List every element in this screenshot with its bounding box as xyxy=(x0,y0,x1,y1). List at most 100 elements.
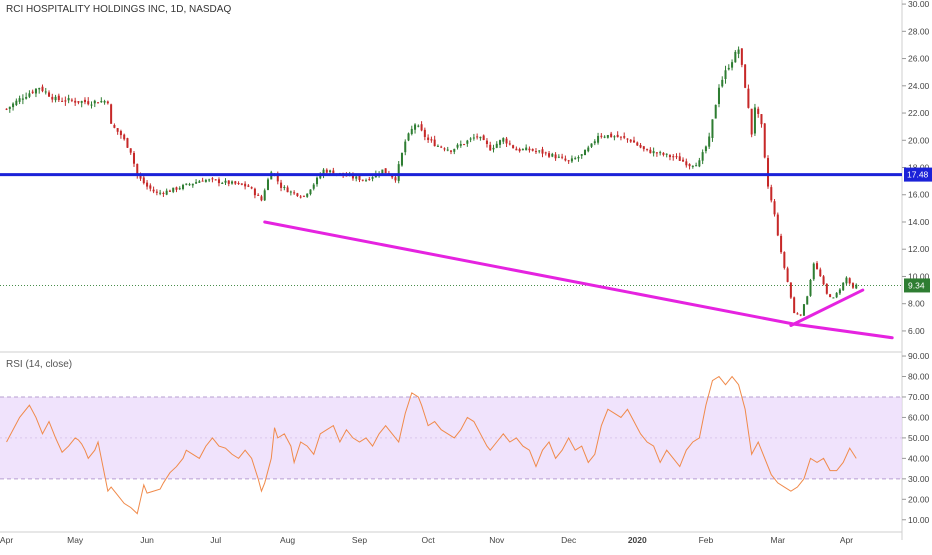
candle-body xyxy=(809,279,812,296)
x-tick-label: Dec xyxy=(561,535,577,545)
candle-body xyxy=(459,144,462,146)
candle-body xyxy=(54,96,57,101)
candle-body xyxy=(554,154,557,159)
candle-body xyxy=(244,183,247,187)
candle-body xyxy=(296,193,299,196)
candle-body xyxy=(812,263,815,280)
candle-body xyxy=(626,138,629,140)
candle-body xyxy=(365,180,368,182)
candle-body xyxy=(489,144,492,151)
candle-body xyxy=(816,263,819,270)
candle-body xyxy=(525,147,528,151)
candle-body xyxy=(204,179,207,182)
candle-body xyxy=(832,297,835,299)
candle-body xyxy=(407,133,410,141)
x-tick-label: Jul xyxy=(210,535,221,545)
candle-body xyxy=(793,297,796,314)
price-tick-label: 28.00 xyxy=(908,26,930,36)
candle-body xyxy=(682,159,685,162)
candle-body xyxy=(711,119,714,138)
candle-body xyxy=(534,151,537,153)
x-tick-label: Apr xyxy=(0,535,13,545)
candle-body xyxy=(18,98,21,102)
price-tick-label: 12.00 xyxy=(908,244,930,254)
candle-body xyxy=(397,164,400,181)
price-tick-label: 16.00 xyxy=(908,190,930,200)
candle-body xyxy=(332,170,335,174)
candle-body xyxy=(600,135,603,137)
candle-body xyxy=(384,168,387,174)
candle-body xyxy=(499,140,502,145)
candle-body xyxy=(659,152,662,154)
candle-body xyxy=(642,146,645,150)
candle-body xyxy=(404,141,407,153)
candle-body xyxy=(83,99,86,103)
candle-body xyxy=(776,214,779,236)
candle-body xyxy=(175,187,178,190)
candle-body xyxy=(835,292,838,298)
candle-body xyxy=(149,185,152,189)
candle-body xyxy=(597,135,600,143)
candle-body xyxy=(842,282,845,291)
x-tick-label: 2020 xyxy=(628,535,647,545)
candle-body xyxy=(266,179,269,190)
candle-body xyxy=(678,156,681,161)
candle-body xyxy=(325,169,328,173)
candle-body xyxy=(580,154,583,156)
candle-body xyxy=(286,187,289,193)
x-tick-label: Oct xyxy=(422,535,436,545)
candle-body xyxy=(606,135,609,138)
candle-body xyxy=(211,178,214,180)
candle-body xyxy=(198,181,201,183)
candle-body xyxy=(61,100,64,102)
candle-body xyxy=(142,177,145,184)
candle-body xyxy=(260,196,263,201)
candle-body xyxy=(34,88,37,94)
candle-body xyxy=(819,269,822,277)
candle-body xyxy=(548,153,551,157)
candle-body xyxy=(106,101,109,104)
candle-body xyxy=(613,136,616,138)
x-tick-label: Apr xyxy=(840,535,853,545)
candle-body xyxy=(185,183,188,185)
rsi-tick-label: 50.00 xyxy=(908,433,930,443)
candle-body xyxy=(515,148,518,151)
candle-body xyxy=(257,194,260,196)
candle-body xyxy=(502,138,505,142)
candle-body xyxy=(633,140,636,143)
candle-body xyxy=(237,183,240,185)
current-price-tag xyxy=(904,278,930,293)
candle-body xyxy=(744,64,747,88)
candle-body xyxy=(672,156,675,158)
rsi-tick-label: 30.00 xyxy=(908,474,930,484)
candle-body xyxy=(381,169,384,176)
candle-body xyxy=(433,139,436,147)
candle-body xyxy=(512,145,515,149)
candle-body xyxy=(783,252,786,268)
candle-body xyxy=(309,189,312,195)
candle-body xyxy=(329,170,332,173)
candle-body xyxy=(351,175,354,179)
candle-body xyxy=(495,143,498,148)
candle-body xyxy=(253,188,256,196)
candle-body xyxy=(299,196,302,198)
rsi-title: RSI (14, close) xyxy=(6,359,73,370)
candle-body xyxy=(482,135,485,140)
candle-body xyxy=(623,136,626,138)
candle-body xyxy=(685,161,688,166)
candle-body xyxy=(766,158,770,187)
candle-body xyxy=(289,191,292,193)
candle-body xyxy=(675,156,678,158)
candle-body xyxy=(698,160,701,167)
candle-body xyxy=(691,165,694,167)
candle-body xyxy=(453,148,456,152)
candle-body xyxy=(583,149,587,156)
candle-body xyxy=(838,289,841,294)
candle-body xyxy=(165,190,168,195)
candle-body xyxy=(195,182,198,184)
price-tick-label: 26.00 xyxy=(908,54,930,64)
candle-body xyxy=(77,101,80,103)
candle-body xyxy=(48,92,51,97)
chart-title: RCI HOSPITALITY HOLDINGS INC, 1D, NASDAQ xyxy=(6,4,232,15)
